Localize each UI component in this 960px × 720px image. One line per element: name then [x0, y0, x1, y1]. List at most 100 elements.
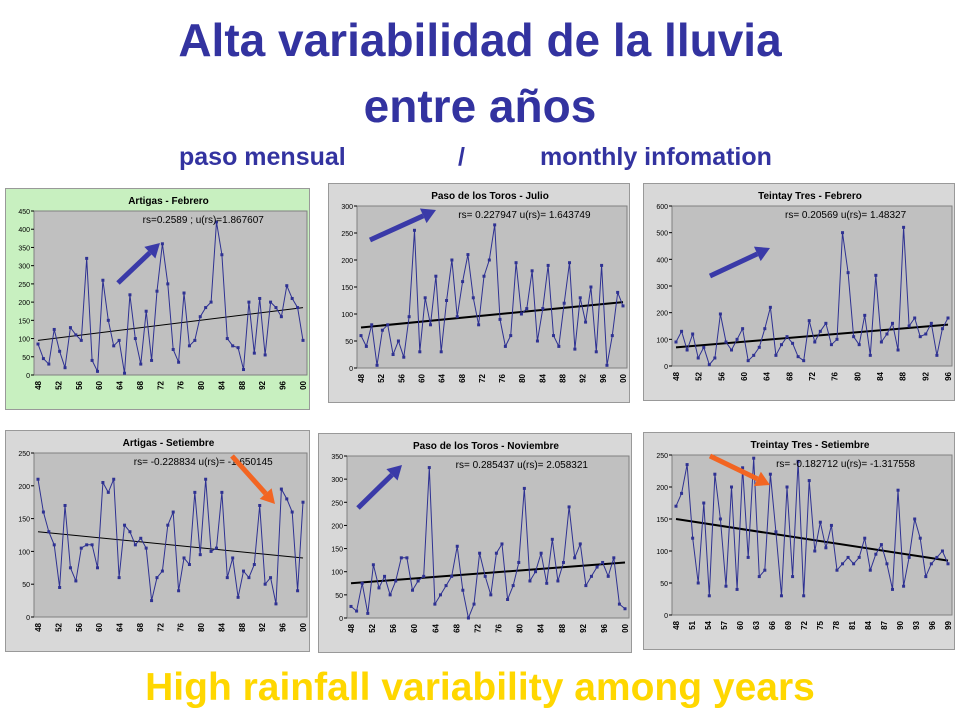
- x-tick-label: 72: [808, 371, 817, 380]
- data-point: [482, 274, 486, 278]
- data-point: [852, 335, 856, 339]
- data-point: [95, 369, 99, 373]
- data-point: [204, 477, 208, 481]
- data-point: [885, 562, 889, 566]
- x-tick-label: 52: [54, 380, 63, 389]
- data-point: [225, 576, 229, 580]
- series-line: [675, 458, 949, 596]
- data-point: [685, 348, 689, 352]
- data-point: [852, 562, 856, 566]
- data-point: [494, 551, 498, 555]
- data-point: [370, 323, 374, 327]
- y-tick-label: 0: [349, 366, 353, 373]
- data-point: [68, 326, 72, 330]
- x-tick-label: 56: [75, 622, 84, 631]
- x-tick-label: 56: [717, 371, 726, 380]
- data-point: [841, 562, 845, 566]
- data-point: [907, 555, 911, 559]
- y-tick-label: 50: [345, 339, 353, 346]
- y-tick-label: 150: [656, 517, 668, 524]
- data-point: [741, 327, 745, 331]
- data-point: [818, 520, 822, 524]
- x-tick-label: 88: [238, 380, 247, 389]
- x-tick-label: 66: [768, 620, 777, 629]
- data-point: [133, 543, 137, 547]
- chart-panel-6: 0 50 100 150 200 250 48 51 54 57 60 63 66 69 72 75 78 81 8…: [643, 432, 955, 650]
- trend-line: [37, 531, 304, 559]
- data-point: [578, 542, 582, 546]
- plot-area: [346, 455, 630, 619]
- data-point: [623, 607, 627, 611]
- data-point: [160, 569, 164, 573]
- data-point: [763, 327, 767, 331]
- data-point: [573, 347, 577, 351]
- y-tick-label: 200: [18, 484, 30, 491]
- x-tick-label: 78: [832, 620, 841, 629]
- data-point: [359, 334, 363, 338]
- x-tick-label: 92: [258, 380, 267, 389]
- y-tick-label: 300: [331, 477, 343, 484]
- chart-title: Paso de los Toros - Julio: [431, 191, 549, 202]
- data-point: [155, 289, 159, 293]
- data-point: [139, 536, 143, 540]
- data-point: [561, 560, 565, 564]
- data-point: [399, 556, 403, 560]
- x-tick-label: 68: [136, 380, 145, 389]
- x-tick-label: 90: [896, 620, 905, 629]
- data-point: [263, 353, 267, 357]
- data-point: [541, 307, 545, 311]
- y-tick-label: 100: [656, 549, 668, 556]
- data-point: [746, 359, 750, 363]
- data-point: [863, 313, 867, 317]
- data-point: [177, 589, 181, 593]
- data-point: [890, 587, 894, 591]
- data-point: [696, 581, 700, 585]
- data-point: [589, 285, 593, 289]
- data-point: [829, 343, 833, 347]
- data-point: [377, 586, 381, 590]
- data-point: [584, 584, 588, 588]
- data-point: [807, 479, 811, 483]
- data-point: [394, 579, 398, 583]
- data-point: [445, 299, 449, 302]
- y-tick-label: 250: [656, 453, 668, 460]
- x-tick-label: 52: [695, 371, 704, 380]
- data-point: [539, 551, 543, 555]
- data-point: [438, 593, 442, 597]
- page-title: Alta variabilidad de la lluvia: [178, 14, 782, 66]
- data-point: [301, 500, 305, 504]
- data-point: [123, 371, 127, 375]
- data-point: [868, 568, 872, 572]
- x-tick-label: 76: [495, 623, 504, 632]
- data-point: [380, 328, 384, 332]
- data-point: [214, 220, 218, 224]
- trend-line: [675, 323, 949, 349]
- x-tick-label: 96: [599, 373, 608, 382]
- data-point: [79, 546, 83, 550]
- chart-annotation: rs=0.2589 ; u(rs)=1.867607: [143, 215, 265, 226]
- subtitle-left: paso mensual: [179, 143, 346, 171]
- data-point: [236, 346, 240, 350]
- subtitle-separator: /: [458, 143, 465, 171]
- data-point: [52, 543, 56, 547]
- x-tick-label: 63: [752, 620, 761, 629]
- data-point: [730, 485, 734, 489]
- data-point: [290, 296, 294, 300]
- data-point: [774, 353, 778, 357]
- y-tick-label: 0: [664, 364, 668, 371]
- data-point: [946, 562, 950, 566]
- data-point: [101, 481, 105, 485]
- y-tick-label: 50: [22, 355, 30, 362]
- subtitle: paso mensual / monthly infomation: [0, 143, 960, 173]
- data-point: [85, 543, 89, 547]
- data-point: [461, 280, 465, 284]
- data-point: [863, 536, 867, 540]
- x-tick-label: 68: [452, 623, 461, 632]
- data-point: [63, 366, 67, 370]
- x-tick-label: 96: [279, 380, 288, 389]
- data-point: [386, 323, 390, 327]
- x-tick-label: 84: [217, 380, 226, 389]
- y-tick-label: 50: [660, 581, 668, 588]
- data-point: [674, 340, 678, 344]
- x-tick-label: 56: [397, 373, 406, 382]
